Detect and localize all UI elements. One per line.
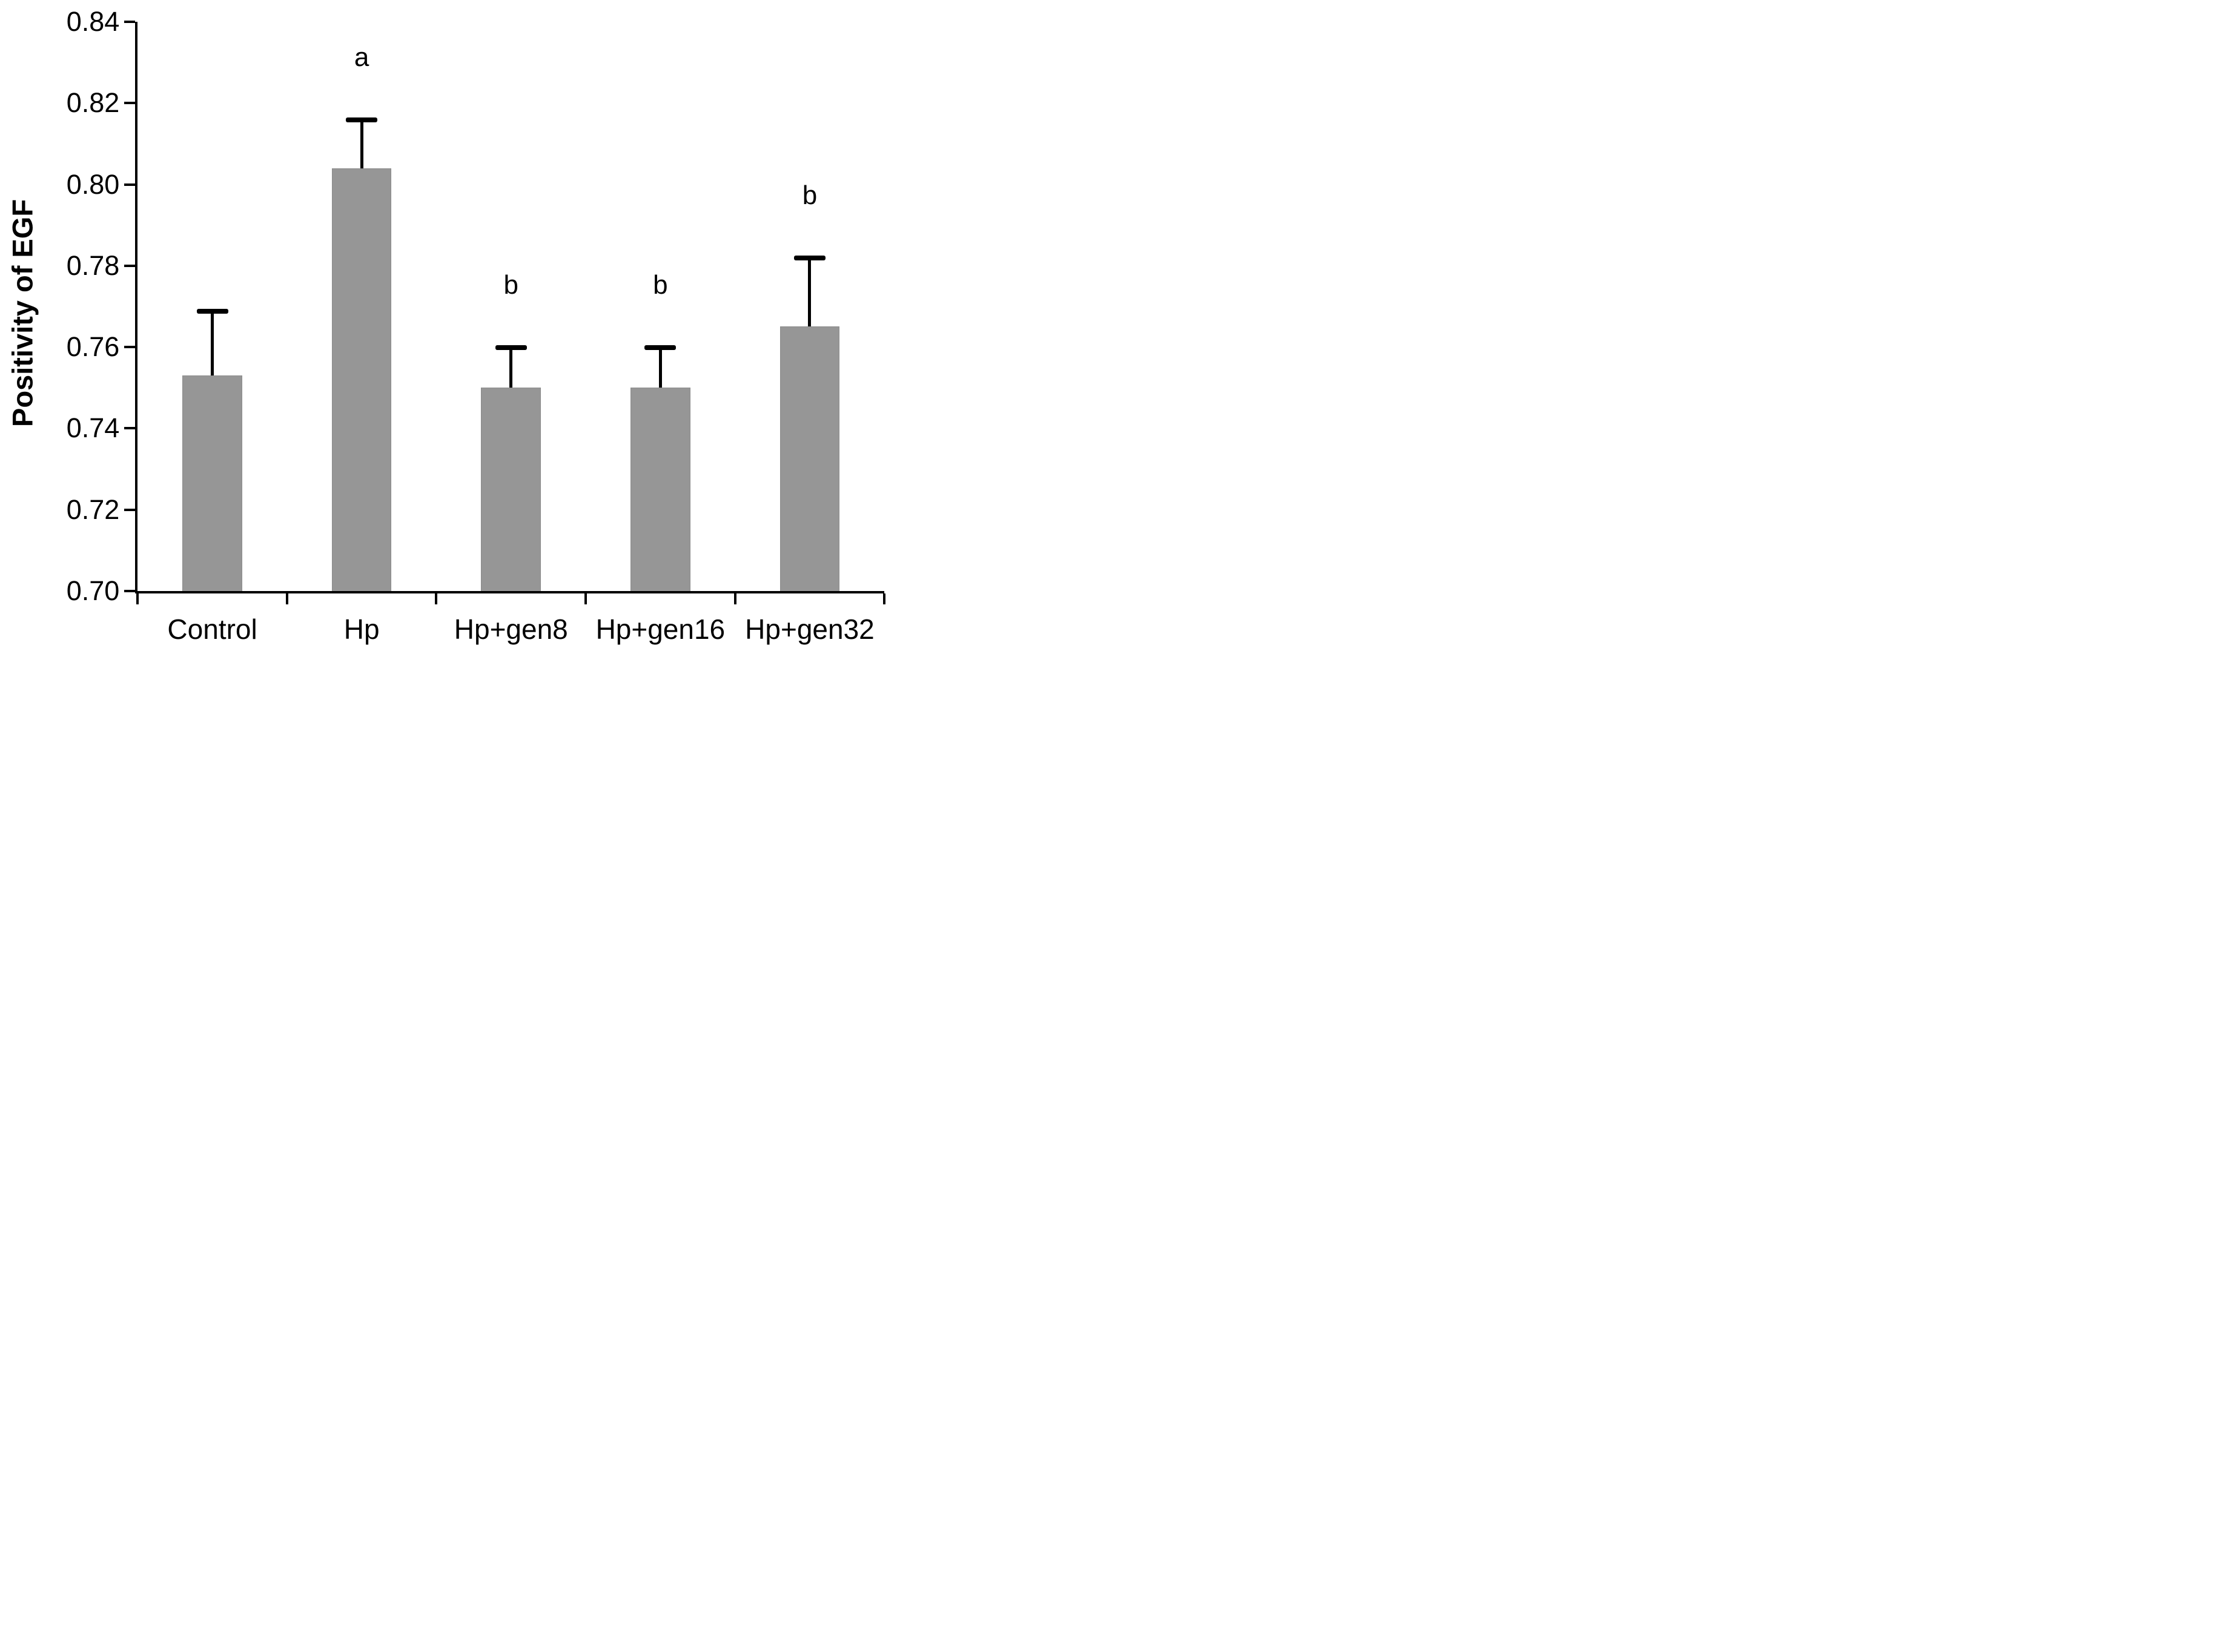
y-axis-tick: [124, 589, 136, 592]
bar-hp-gen32: [779, 326, 840, 591]
y-axis-tick: [124, 183, 136, 186]
y-axis-tick-label: 0.78: [66, 249, 120, 281]
plot-area: 0.84 0.82 0.80 0.78 0.76 0.74 0.72 0.70 Control a…: [67, 6, 886, 645]
x-axis-tick: [136, 593, 139, 604]
y-axis-tick-label: 0.76: [66, 331, 120, 363]
error-bar-cap-control: [196, 308, 228, 314]
sig-letter-hp-gen32: b: [802, 180, 818, 211]
bar-hp: [331, 168, 392, 591]
sig-letter-hp-gen8: b: [503, 269, 519, 300]
x-axis-tick: [733, 593, 736, 604]
bar-hp-gen16: [630, 388, 690, 591]
y-axis-tick-label: 0.74: [66, 412, 120, 444]
error-bar-hp-gen8: [509, 347, 513, 388]
category-label-control: Control: [167, 613, 257, 645]
y-axis-tick-label: 0.70: [66, 575, 120, 606]
error-bar-control: [211, 310, 214, 376]
x-axis-tick: [584, 593, 587, 604]
error-bar-hp: [360, 119, 363, 168]
error-bar-hp-gen16: [658, 347, 662, 388]
x-axis-tick: [883, 593, 886, 604]
category-label-hp-gen16: Hp+gen16: [595, 613, 726, 645]
y-axis-tick-label: 0.80: [66, 168, 120, 200]
sig-letter-hp-gen16: b: [653, 269, 668, 300]
bar-chart-figure: Positivity of EGF 0.84 0.82 0.80 0.78 0.76 0.…: [0, 0, 891, 661]
y-axis-tick: [124, 346, 136, 349]
error-bar-cap-hp-gen32: [793, 256, 826, 261]
error-bar-cap-hp-gen16: [644, 345, 677, 351]
category-label-hp-gen8: Hp+gen8: [454, 613, 568, 645]
y-axis-tick-label: 0.82: [66, 87, 120, 119]
error-bar-cap-hp-gen8: [495, 345, 527, 351]
y-axis-tick: [124, 508, 136, 511]
category-label-hp: Hp: [343, 613, 380, 645]
y-axis-tick: [124, 21, 136, 23]
bar-hp-gen8: [481, 388, 541, 591]
y-axis-tick: [124, 102, 136, 105]
x-axis-tick: [435, 593, 438, 604]
bar-control: [182, 375, 242, 591]
y-axis-tick: [124, 264, 136, 267]
y-axis-tick-label: 0.72: [66, 494, 120, 525]
y-axis-tick-label: 0.84: [66, 6, 120, 37]
y-axis-tick: [124, 427, 136, 430]
error-bar-hp-gen32: [808, 257, 812, 327]
sig-letter-hp: a: [354, 42, 369, 72]
x-axis-tick: [285, 593, 288, 604]
y-axis-title: Positivity of EGF: [6, 199, 39, 428]
error-bar-cap-hp: [346, 117, 378, 123]
category-label-hp-gen32: Hp+gen32: [745, 613, 875, 645]
